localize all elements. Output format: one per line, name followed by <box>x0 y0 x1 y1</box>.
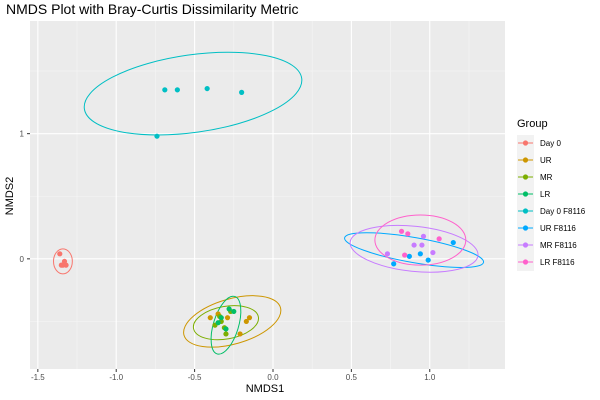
x-tick-label: 0.0 <box>267 373 279 382</box>
data-point <box>231 308 237 315</box>
grid-minor <box>30 21 505 369</box>
data-point <box>243 318 249 325</box>
x-tick-label: -1.0 <box>109 373 123 382</box>
legend-label: Day 0 F8116 <box>540 207 586 216</box>
legend-label: LR F8116 <box>540 258 575 267</box>
data-point <box>162 87 168 93</box>
group-ellipse <box>192 305 260 341</box>
chart-title: NMDS Plot with Bray-Curtis Dissimilarity… <box>6 1 298 17</box>
x-tick-label: 1.0 <box>424 373 436 382</box>
plot-panel <box>30 21 505 369</box>
data-point <box>406 253 412 259</box>
x-tick-label: -1.5 <box>31 373 45 382</box>
data-point <box>384 251 391 257</box>
group-ellipse <box>83 51 303 136</box>
legend-point <box>522 259 529 265</box>
group-ellipse <box>349 224 479 273</box>
data-point <box>215 320 221 326</box>
legend-label: LR <box>540 190 550 199</box>
legend-point <box>522 191 529 197</box>
data-point <box>430 249 436 256</box>
data-point <box>420 233 427 239</box>
group-ellipse <box>53 248 73 275</box>
data-point <box>450 239 456 246</box>
x-axis: -1.5 -1.0 -0.5 0.0 0.5 1.0 <box>31 369 436 382</box>
x-tick-label: -0.5 <box>188 373 202 382</box>
legend-label: MR F8116 <box>540 241 577 250</box>
x-tick-label: 0.5 <box>346 373 358 382</box>
data-point <box>417 251 423 257</box>
legend-label: UR F8116 <box>540 224 576 233</box>
data-point <box>402 252 408 258</box>
legend-point <box>522 242 529 248</box>
ellipses-layer <box>53 51 485 355</box>
legend-label: UR <box>540 156 552 165</box>
data-point <box>57 251 63 257</box>
legend-point <box>522 208 529 214</box>
data-point <box>398 228 405 234</box>
legend-label: MR <box>540 173 553 182</box>
group-ellipse <box>374 214 467 266</box>
data-point <box>246 315 253 321</box>
data-point <box>436 236 442 242</box>
group-ellipse <box>210 295 242 355</box>
group-ellipse <box>344 232 485 268</box>
data-point <box>174 87 180 93</box>
legend-point <box>522 225 529 231</box>
y-axis: 01 <box>20 130 30 264</box>
y-axis-title: NMDS2 <box>4 177 16 216</box>
legend: Group Day 0 UR MR LR Day 0 F8116 UR F8116 MR F… <box>517 118 586 271</box>
data-point <box>218 315 224 321</box>
data-point <box>154 133 160 139</box>
data-point <box>204 85 210 92</box>
grid-major <box>30 21 505 369</box>
legend-point <box>522 157 529 163</box>
data-point <box>207 315 213 321</box>
data-point <box>237 331 243 337</box>
data-point <box>411 242 417 248</box>
data-point <box>224 315 231 321</box>
legend-point <box>522 174 529 180</box>
legend-label: Day 0 <box>540 139 561 148</box>
data-point <box>223 331 229 337</box>
y-tick-label: 0 <box>20 255 25 264</box>
data-point <box>239 89 245 95</box>
data-point <box>391 261 397 267</box>
data-point <box>405 231 411 237</box>
y-tick-label: 1 <box>20 130 25 139</box>
data-point <box>223 326 229 332</box>
data-point <box>419 242 425 248</box>
legend-point <box>522 140 529 146</box>
data-point <box>425 257 431 263</box>
legend-title: Group <box>517 118 548 130</box>
points-layer <box>57 85 456 337</box>
x-axis-title: NMDS1 <box>246 383 285 395</box>
data-point <box>60 262 66 268</box>
data-point <box>226 306 232 312</box>
